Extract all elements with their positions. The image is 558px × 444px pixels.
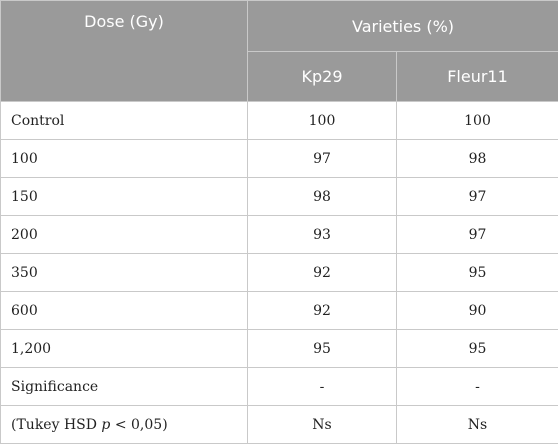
tukey-prefix: (Tukey HSD <box>11 416 102 433</box>
dose-cell: 100 <box>0 139 248 178</box>
dose-cell: 350 <box>0 253 248 292</box>
fleur11-cell: 90 <box>395 291 558 330</box>
header-kp29: Kp29 <box>247 51 397 102</box>
dose-cell: Significance <box>0 367 248 406</box>
table-row: 350 92 95 <box>0 253 558 292</box>
table-header: Dose (Gy) Varieties (%) Kp29 Fleur11 <box>0 0 558 102</box>
fleur11-cell: 95 <box>395 329 558 368</box>
kp29-cell: 93 <box>247 215 397 254</box>
fleur11-cell: 100 <box>395 101 558 140</box>
kp29-cell: - <box>247 367 397 406</box>
dose-cell: 600 <box>0 291 248 330</box>
header-dose: Dose (Gy) <box>0 0 248 102</box>
dose-cell: 150 <box>0 177 248 216</box>
fleur11-cell: 95 <box>395 253 558 292</box>
kp29-cell: 95 <box>247 329 397 368</box>
kp29-cell: Ns <box>247 405 397 444</box>
table-row: 200 93 97 <box>0 215 558 254</box>
header-fleur11: Fleur11 <box>395 51 558 102</box>
table-row: (Tukey HSD p < 0,05) Ns Ns <box>0 405 558 444</box>
table-row: 1,200 95 95 <box>0 329 558 368</box>
tukey-cell: (Tukey HSD p < 0,05) <box>0 405 248 444</box>
table-row: 100 97 98 <box>0 139 558 178</box>
dose-cell: 1,200 <box>0 329 248 368</box>
tukey-p: p <box>101 416 111 433</box>
kp29-cell: 100 <box>247 101 397 140</box>
table-row: Control 100 100 <box>0 101 558 140</box>
header-varieties: Varieties (%) <box>246 0 558 52</box>
table-row: Significance - - <box>0 367 558 406</box>
table-row: 600 92 90 <box>0 291 558 330</box>
fleur11-cell: 97 <box>395 177 558 216</box>
tukey-suffix: < 0,05) <box>110 416 168 433</box>
fleur11-cell: 97 <box>395 215 558 254</box>
fleur11-cell: Ns <box>395 405 558 444</box>
kp29-cell: 98 <box>247 177 397 216</box>
fleur11-cell: - <box>395 367 558 406</box>
table-body: Control 100 100 100 97 98 150 98 97 200 … <box>0 101 558 444</box>
dose-cell: Control <box>0 101 248 140</box>
table-row: 150 98 97 <box>0 177 558 216</box>
fleur11-cell: 98 <box>395 139 558 178</box>
kp29-cell: 92 <box>247 291 397 330</box>
kp29-cell: 97 <box>247 139 397 178</box>
kp29-cell: 92 <box>247 253 397 292</box>
dose-cell: 200 <box>0 215 248 254</box>
